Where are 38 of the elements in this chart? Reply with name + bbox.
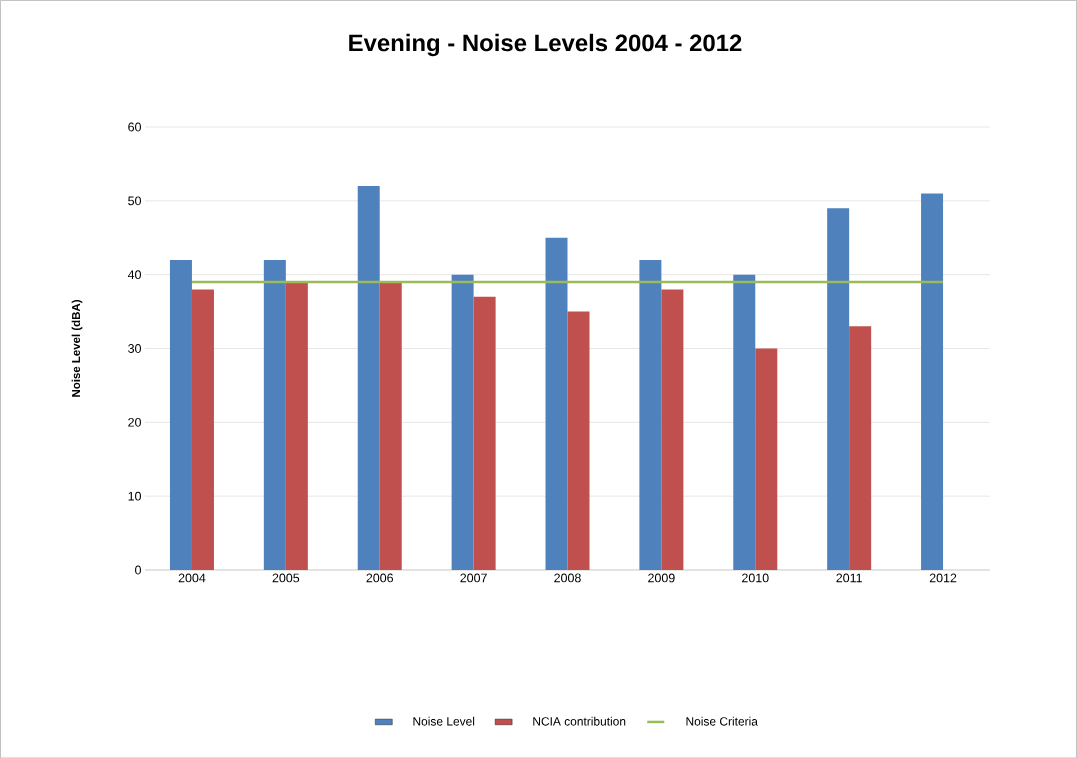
x-tick-label: 2008 bbox=[554, 573, 581, 583]
x-tick-label: 2006 bbox=[366, 573, 394, 583]
y-axis-title: Noise Level (dBA) bbox=[71, 299, 83, 397]
y-tick-label: 0 bbox=[135, 565, 141, 575]
chart-title: Evening - Noise Levels 2004 - 2012 bbox=[349, 33, 742, 56]
y-tick-label: 30 bbox=[128, 343, 141, 353]
bar bbox=[285, 281, 308, 570]
bar bbox=[639, 259, 662, 570]
y-tick-label: 50 bbox=[128, 196, 141, 206]
legend-label: NCIA contribution bbox=[533, 716, 626, 726]
bar bbox=[827, 208, 850, 570]
bar bbox=[849, 326, 872, 570]
bar bbox=[473, 296, 496, 570]
x-tick-label: 2005 bbox=[272, 573, 300, 583]
x-tick-label: 2011 bbox=[836, 573, 862, 583]
bar bbox=[191, 289, 214, 570]
x-tick-label: 2012 bbox=[929, 573, 957, 583]
x-tick-label: 2007 bbox=[460, 573, 487, 583]
x-tick-label: 2004 bbox=[178, 573, 206, 583]
bar bbox=[451, 274, 474, 570]
bar bbox=[545, 237, 568, 570]
y-tick-label: 40 bbox=[127, 270, 141, 279]
bar bbox=[661, 289, 684, 570]
legend-label: Noise Criteria bbox=[686, 716, 758, 726]
bar bbox=[379, 281, 402, 570]
bar bbox=[263, 259, 286, 570]
y-tick-label: 10 bbox=[128, 491, 141, 501]
bar bbox=[921, 193, 944, 570]
y-tick-label: 60 bbox=[128, 122, 141, 132]
legend-label: Noise Level bbox=[413, 716, 475, 726]
bar bbox=[567, 311, 590, 570]
bar bbox=[755, 348, 778, 570]
x-tick-label: 2009 bbox=[648, 573, 675, 583]
bar bbox=[169, 259, 192, 570]
bar bbox=[357, 185, 380, 570]
x-tick-label: 2010 bbox=[742, 573, 769, 583]
bar bbox=[733, 274, 756, 570]
y-tick-label: 20 bbox=[128, 417, 141, 427]
